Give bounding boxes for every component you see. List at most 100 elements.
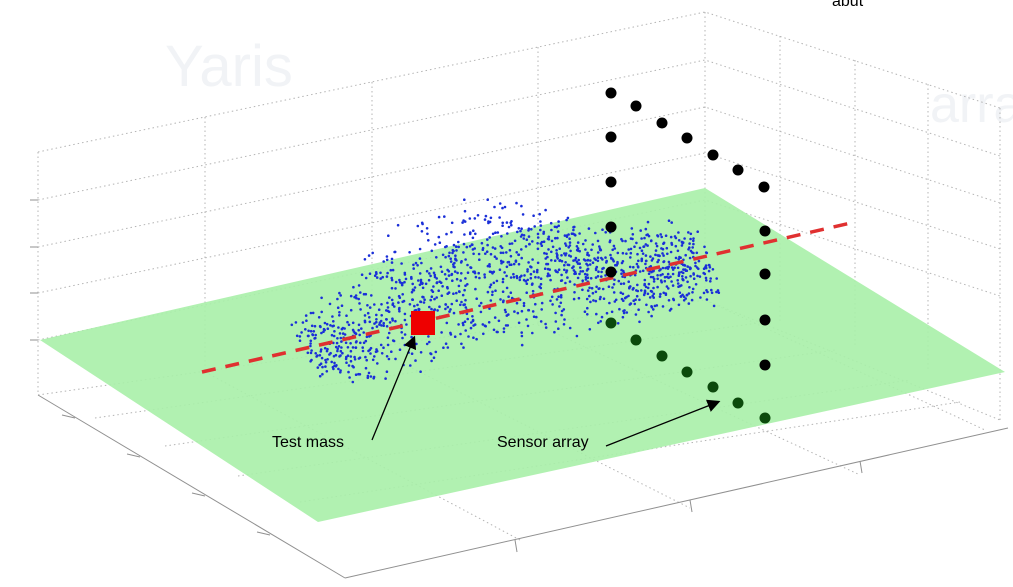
cloud-point (684, 297, 687, 300)
cloud-point (491, 246, 495, 249)
cloud-point (563, 234, 567, 237)
cloud-point (358, 373, 362, 376)
sensor-point (605, 221, 617, 233)
cloud-point (532, 315, 536, 319)
sensor-array-label: Sensor array (497, 434, 589, 451)
cloud-point (433, 243, 437, 246)
cloud-point (411, 282, 415, 286)
cloud-point (398, 278, 401, 282)
cloud-point (390, 261, 394, 264)
cloud-point (631, 237, 634, 241)
cloud-point (676, 282, 680, 285)
cloud-point (333, 361, 336, 365)
cloud-point (624, 239, 627, 243)
cloud-point (385, 370, 389, 374)
cloud-point (549, 278, 552, 282)
cloud-point (531, 331, 534, 335)
cloud-point (544, 208, 547, 212)
cloud-point (491, 290, 494, 294)
cloud-point (599, 320, 602, 323)
cloud-point (491, 232, 495, 236)
cloud-point (550, 250, 553, 254)
cloud-point (381, 275, 385, 279)
cloud-point (556, 230, 560, 233)
cloud-point (494, 231, 497, 234)
cloud-point (594, 299, 598, 303)
cloud-point (382, 321, 386, 325)
cloud-point (390, 350, 393, 354)
cloud-point (463, 320, 467, 324)
cloud-point (416, 303, 419, 307)
cloud-point (703, 245, 706, 249)
cloud-point (349, 349, 353, 353)
cloud-point (466, 271, 470, 275)
cloud-point (614, 298, 618, 302)
cloud-point (417, 308, 421, 312)
cloud-point (520, 309, 524, 313)
cloud-point (363, 314, 367, 317)
cloud-point (655, 244, 659, 248)
cloud-point (497, 319, 501, 323)
cloud-point (650, 239, 653, 242)
cloud-point (632, 299, 635, 303)
cloud-point (536, 242, 539, 245)
cloud-point (336, 297, 339, 301)
cloud-point (465, 245, 469, 249)
cloud-point (677, 285, 680, 289)
cloud-point (689, 274, 692, 278)
cloud-point (472, 252, 475, 256)
cloud-point (379, 271, 382, 275)
cloud-point (598, 287, 601, 290)
cloud-point (313, 337, 316, 340)
cloud-point (499, 245, 503, 248)
cloud-point (358, 302, 361, 305)
cloud-point (619, 291, 623, 295)
cloud-point (464, 277, 467, 280)
cloud-point (488, 236, 492, 239)
cloud-point (579, 270, 582, 273)
cloud-point (373, 355, 376, 358)
cloud-point (655, 304, 659, 307)
cloud-point (471, 243, 474, 246)
cloud-point (586, 267, 590, 271)
cloud-point (459, 261, 463, 264)
cloud-point (440, 294, 444, 298)
cloud-point (673, 235, 677, 238)
cloud-point (349, 294, 353, 298)
cloud-point (504, 310, 508, 314)
cloud-point (408, 303, 412, 306)
cloud-point (585, 297, 589, 301)
cloud-point (563, 252, 566, 255)
cloud-point (357, 297, 361, 301)
cloud-point (467, 335, 470, 338)
cloud-point (312, 330, 316, 333)
cloud-point (386, 301, 389, 305)
cloud-point (326, 358, 329, 361)
cloud-point (470, 321, 473, 324)
cloud-point (428, 340, 431, 344)
cloud-point (589, 277, 593, 280)
cloud-point (704, 266, 708, 270)
cloud-point (329, 324, 332, 327)
cloud-point (400, 331, 404, 334)
cloud-point (543, 267, 547, 271)
cloud-point (689, 232, 693, 236)
cloud-point (459, 332, 462, 336)
cloud-point (680, 244, 684, 247)
cloud-point (628, 265, 632, 269)
cloud-point (360, 327, 363, 330)
cloud-point (562, 308, 566, 311)
cloud-point (473, 217, 477, 220)
cloud-point (425, 227, 429, 230)
cloud-point (427, 335, 430, 338)
cloud-point (678, 291, 682, 295)
cloud-point (324, 361, 328, 364)
cloud-point (337, 326, 340, 329)
cloud-point (525, 238, 529, 241)
cloud-point (388, 321, 392, 324)
cloud-point (416, 224, 420, 228)
cloud-point (481, 246, 485, 250)
cloud-point (333, 330, 336, 333)
cloud-point (692, 237, 695, 240)
cloud-point (471, 318, 475, 322)
